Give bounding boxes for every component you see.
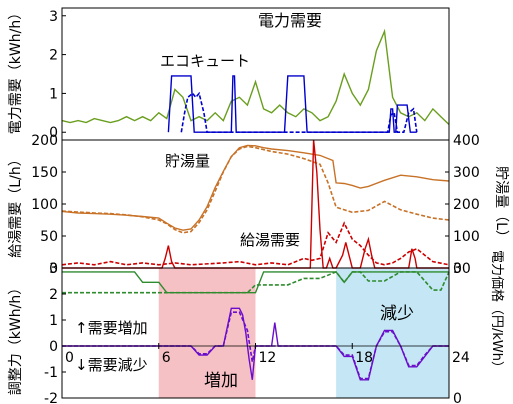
panel2-ytick-label-3: 150 [31, 165, 58, 181]
panel3-y2tick-label-1: 30 [453, 261, 471, 277]
panel2-y2tick-label-4: 400 [453, 133, 480, 149]
panel2-ytick-label-4: 200 [31, 133, 58, 149]
panel3-y2tick-label-0: 0 [453, 391, 462, 404]
panel3-xtick-label-2: 12 [259, 350, 277, 366]
panel1-ytick-label-1: 1 [49, 86, 58, 102]
panel3-xtick-label-1: 6 [162, 350, 171, 366]
annotation-ecocute: エコキュート [160, 52, 250, 70]
panel1-series-0-line [61, 28, 450, 126]
panel2-ytick-label-0: 0 [49, 261, 58, 277]
annotation-hot-water-demand: 給湯需要 [240, 231, 300, 249]
panel3-ytick-label-4: 2 [49, 287, 58, 303]
panel3-xtick-label-0: 0 [65, 350, 74, 366]
panel2-ylabel: 給湯需要（L/h） [7, 152, 24, 257]
panel2-series-1-line [61, 145, 450, 234]
shade-label-decrease: 減少 [380, 304, 414, 324]
panel1-ytick-label-2: 2 [49, 48, 58, 64]
panel3-frame [61, 267, 450, 399]
annotation-storage-volume: 貯湯量 [165, 152, 210, 170]
panel3-ytick-label-0: -2 [44, 391, 58, 404]
panel3-ylabel: 調整力（kWh/h） [8, 281, 24, 395]
panel3-ytick-label-5: 3 [49, 261, 58, 277]
panel2-series-0-line [61, 144, 450, 231]
panel3-xtick-label-3: 18 [355, 350, 373, 366]
panel2-y2tick-label-1: 100 [453, 229, 480, 245]
panel1-series-2-line [180, 91, 418, 133]
panel3-series-3-line [62, 311, 449, 380]
annotation-demand-increase: ↑需要増加 [75, 319, 148, 337]
panel2-y2tick-label-2: 200 [453, 197, 480, 213]
panel1-ylabel: 電力需要（kWh/h） [8, 6, 24, 134]
panel3-y2label: 電力価格（円/kWh） [489, 250, 505, 374]
panel3-ytick-label-3: 1 [49, 313, 58, 329]
panel1-series-1-line [167, 75, 417, 133]
annotation-power-demand: 電力需要 [258, 11, 322, 30]
panel2-ytick-label-1: 50 [40, 229, 58, 245]
panel3-ytick-label-1: -1 [44, 365, 58, 381]
panel2-series-3-line [61, 221, 450, 266]
panel3-shade-0 [158, 268, 256, 398]
panel1-ytick-label-0: 0 [49, 125, 58, 141]
panel2-ytick-label-2: 100 [31, 197, 58, 213]
panel2-y2tick-label-0: 0 [453, 261, 462, 277]
panel2-y2tick-label-3: 300 [453, 165, 480, 181]
annotation-demand-decrease: ↓需要減少 [75, 356, 148, 374]
shade-label-increase: 増加 [204, 371, 238, 391]
panel3-xtick-label-4: 24 [452, 350, 470, 366]
panel2-y2label: 貯湯量（L） [493, 166, 510, 244]
panel1-ytick-label-3: 3 [49, 9, 58, 25]
panel3-ytick-label-2: 0 [49, 339, 58, 355]
panel3-series-1-line [62, 270, 450, 294]
